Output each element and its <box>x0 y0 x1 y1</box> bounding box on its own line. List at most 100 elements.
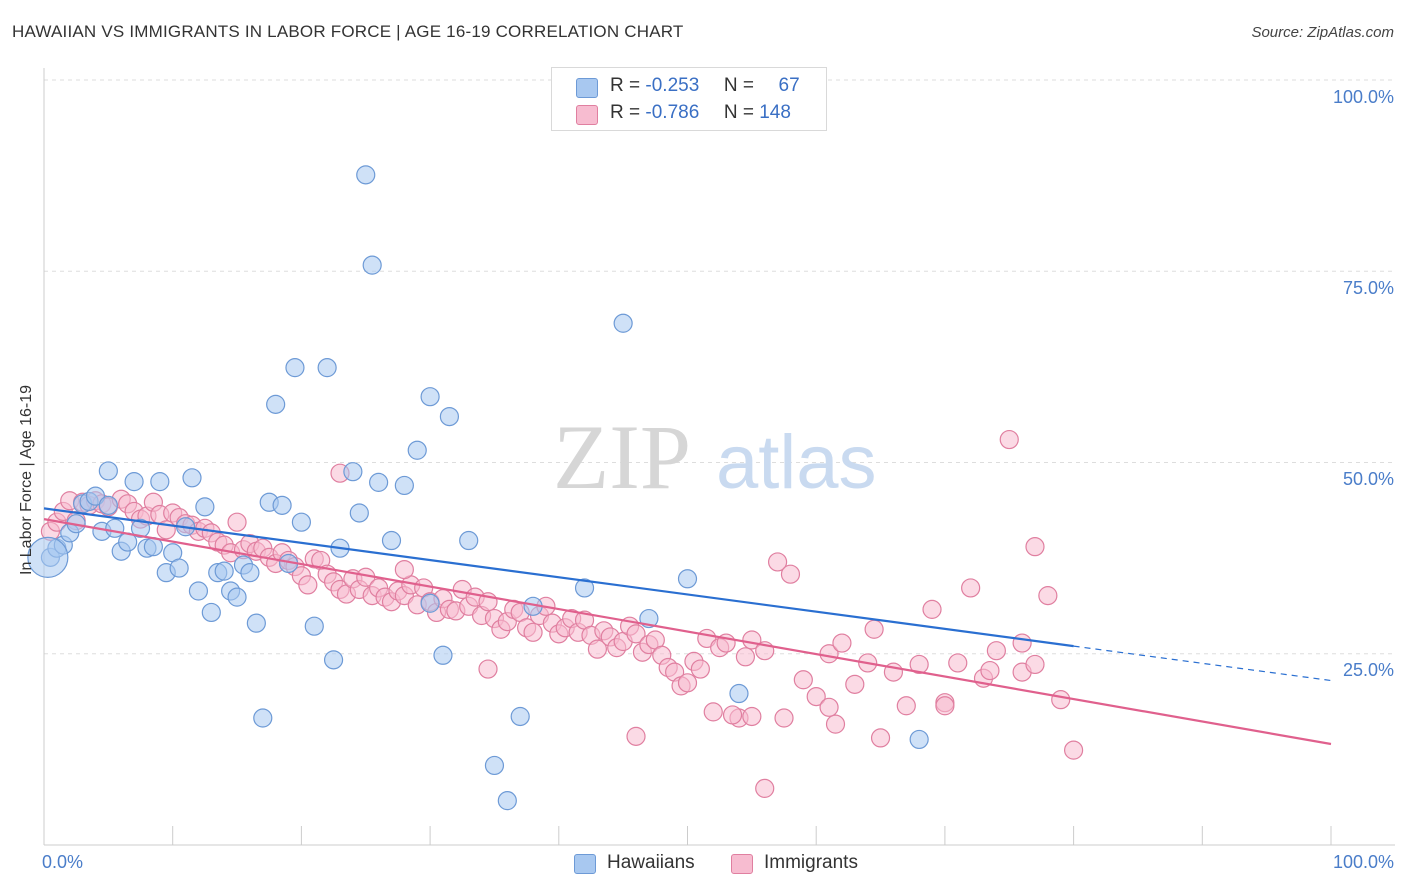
immigrants-point <box>922 599 942 619</box>
trend-lines <box>43 507 1332 746</box>
legend-n-value-hawaiians: 67 <box>778 75 800 96</box>
immigrants-point <box>774 708 794 728</box>
hawaiians-point <box>407 440 427 460</box>
hawaiians-point <box>266 394 286 414</box>
hawaiians-point <box>574 578 595 598</box>
hawaiians-point <box>394 475 414 496</box>
hawaiians-trend-line <box>43 507 1074 648</box>
hawaiians-point <box>188 581 209 601</box>
y-tick-25: 25.0% <box>1342 660 1394 680</box>
y-tick-50: 50.0% <box>1342 469 1394 489</box>
hawaiians-point <box>130 518 151 538</box>
immigrants-point <box>227 512 247 532</box>
immigrants-point <box>825 714 846 734</box>
immigrants-point <box>478 659 498 679</box>
immigrants-point <box>742 706 762 727</box>
immigrants-point <box>980 660 1000 681</box>
hawaiians-point <box>182 468 202 488</box>
immigrants-trend-line <box>43 518 1332 746</box>
immigrants-point <box>1025 537 1045 557</box>
immigrants-point <box>523 622 543 642</box>
hawaiians-point <box>323 650 344 670</box>
immigrants-point <box>677 673 698 693</box>
hawaiians-point <box>729 683 749 704</box>
hawaiians-point <box>317 358 337 378</box>
immigrants-point <box>1012 633 1032 653</box>
hawaiians-point <box>381 530 402 551</box>
hawaiians-points <box>27 165 929 811</box>
legend-swatch-immigrants <box>576 105 598 125</box>
hawaiians-point <box>195 497 215 517</box>
legend-swatch-hawaiians <box>576 78 598 98</box>
hawaiians-point <box>497 791 517 811</box>
hawaiians-point <box>201 602 221 623</box>
immigrants-point <box>703 702 723 722</box>
immigrants-point <box>845 674 865 694</box>
legend-n-label: N = <box>723 75 754 96</box>
hawaiians-point <box>124 472 144 492</box>
bottom-legend-swatch-immigrants <box>731 854 753 874</box>
immigrants-point <box>626 624 646 644</box>
x-axis-ticks <box>43 826 1332 845</box>
immigrants-point <box>587 639 608 659</box>
legend-n-value-immigrants: 148 <box>759 102 791 123</box>
immigrants-point <box>1025 654 1045 675</box>
immigrants-point <box>780 564 801 584</box>
hawaiians-point <box>362 255 382 275</box>
hawaiians-trend-extension <box>1073 645 1332 682</box>
immigrants-point <box>394 559 414 580</box>
legend-n-label: N = <box>723 102 754 123</box>
source-label: Source: ZipAtlas.com <box>1251 24 1394 41</box>
hawaiians-point <box>677 569 698 589</box>
chart-title: HAWAIIAN VS IMMIGRANTS IN LABOR FORCE | … <box>12 22 684 41</box>
immigrants-point <box>735 647 756 667</box>
x-tick-max: 100.0% <box>1332 852 1394 872</box>
immigrants-point <box>690 659 710 679</box>
legend-r-value-immigrants: -0.786 <box>645 102 700 123</box>
hawaiians-point <box>150 472 170 492</box>
hawaiians-point <box>369 472 389 492</box>
watermark-zip: ZIP <box>553 406 691 508</box>
hawaiians-point <box>253 708 273 728</box>
hawaiians-point <box>98 461 118 481</box>
watermark-atlas: atlas <box>716 420 877 505</box>
y-tick-100: 100.0% <box>1332 87 1394 107</box>
hawaiians-point <box>356 165 376 185</box>
hawaiians-point <box>227 587 247 607</box>
immigrants-point <box>793 670 813 690</box>
legend: R = -0.253 N = 67 R = -0.786 N = 148 <box>551 67 827 131</box>
immigrants-point <box>1063 740 1084 760</box>
hawaiians-point-large <box>27 536 69 578</box>
hawaiians-point <box>613 313 633 333</box>
hawaiians-point <box>349 503 369 523</box>
immigrants-point <box>896 696 916 716</box>
hawaiians-point <box>214 561 234 581</box>
immigrants-point <box>986 641 1006 661</box>
legend-r-label: R = <box>610 75 641 96</box>
legend-r-label: R = <box>610 102 641 123</box>
immigrants-point <box>864 619 884 639</box>
hawaiians-point <box>98 495 118 515</box>
immigrants-point <box>722 705 743 725</box>
immigrants-point <box>626 726 646 746</box>
hawaiians-point <box>291 512 311 532</box>
bottom-legend-swatch-hawaiians <box>574 854 596 874</box>
hawaiians-point <box>240 563 260 583</box>
immigrants-point <box>870 728 891 748</box>
hawaiians-point <box>285 358 305 378</box>
hawaiians-point <box>510 706 530 727</box>
immigrants-point <box>298 575 318 595</box>
x-tick-min: 0.0% <box>42 852 84 872</box>
hawaiians-point <box>420 387 440 407</box>
bottom-legend-label-immigrants: Immigrants <box>764 852 858 873</box>
immigrants-point <box>909 654 929 675</box>
immigrants-point <box>819 697 839 717</box>
immigrants-point <box>935 696 955 716</box>
hawaiians-point <box>433 645 453 665</box>
legend-r-value-hawaiians: -0.253 <box>645 75 700 96</box>
hawaiians-point <box>484 755 505 776</box>
immigrants-point <box>948 653 968 673</box>
immigrants-point <box>755 778 775 798</box>
hawaiians-point <box>909 729 929 750</box>
